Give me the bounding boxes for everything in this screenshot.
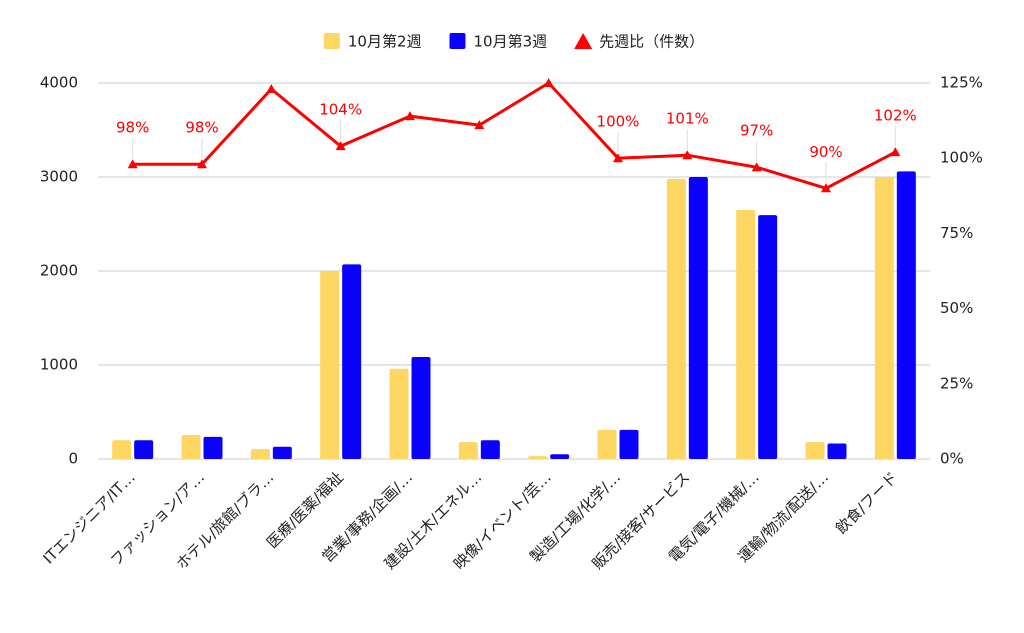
legend-label: 10月第2週 [348, 33, 422, 51]
data-label: 100% [597, 113, 640, 131]
line-marker [405, 111, 415, 121]
line [132, 81, 897, 190]
y-tick-label: 1000 [40, 356, 78, 374]
y2-tick-label: 100% [940, 149, 983, 167]
bar [688, 177, 708, 459]
line-marker [613, 153, 623, 163]
line-marker [266, 84, 277, 94]
bar [874, 177, 894, 459]
legend-label: 10月第3週 [473, 33, 547, 51]
line-marker [335, 141, 346, 151]
line-marker [197, 159, 207, 169]
y2-tick-label: 25% [940, 374, 973, 392]
legend-swatch [574, 33, 593, 49]
y2-tick-label: 125% [940, 74, 983, 92]
data-label: 97% [740, 122, 773, 140]
legend: 10月第2週 10月第3週 先週比（件数） [323, 33, 704, 51]
bar [805, 442, 825, 459]
bar [342, 264, 362, 459]
bar [758, 215, 778, 459]
y2-tick-label: 75% [940, 224, 973, 242]
bar [112, 440, 132, 459]
bar [389, 368, 409, 459]
bar [597, 429, 617, 459]
y-tick-label: 3000 [40, 168, 78, 186]
bar [411, 357, 431, 459]
bar [550, 454, 570, 459]
bar [528, 456, 548, 459]
bar [320, 271, 340, 459]
bar [666, 178, 686, 459]
line-marker [474, 120, 485, 130]
bar [272, 446, 292, 459]
legend-swatch [323, 33, 340, 49]
bar [736, 209, 756, 459]
bar [827, 443, 847, 459]
data-label: 98% [185, 119, 218, 137]
y-tick-label: 2000 [40, 262, 78, 280]
bar [896, 171, 916, 460]
line-marker [751, 162, 762, 172]
y2-tick-label: 0% [940, 450, 964, 468]
bar [203, 436, 223, 459]
legend-label: 先週比（件数） [599, 33, 704, 51]
y-tick-label: 0 [68, 450, 78, 468]
bar [619, 429, 639, 459]
legend-swatch [449, 33, 466, 49]
data-label: 104% [319, 101, 362, 119]
bar [134, 440, 154, 459]
bar [181, 435, 201, 459]
line-marker [543, 78, 554, 87]
data-label: 102% [874, 107, 917, 125]
line-marker [821, 183, 831, 193]
y2-tick-label: 50% [940, 299, 973, 317]
line-marker [682, 150, 693, 160]
bar [458, 442, 478, 459]
line-marker [890, 147, 901, 157]
y-tick-label: 4000 [40, 74, 78, 92]
data-label: 101% [666, 110, 709, 128]
bar [250, 449, 270, 459]
bar [480, 440, 500, 459]
line-marker [127, 159, 138, 169]
x-tick-label: 飲食/フード [832, 468, 901, 537]
data-label: 90% [809, 143, 842, 161]
data-label: 98% [116, 119, 149, 137]
